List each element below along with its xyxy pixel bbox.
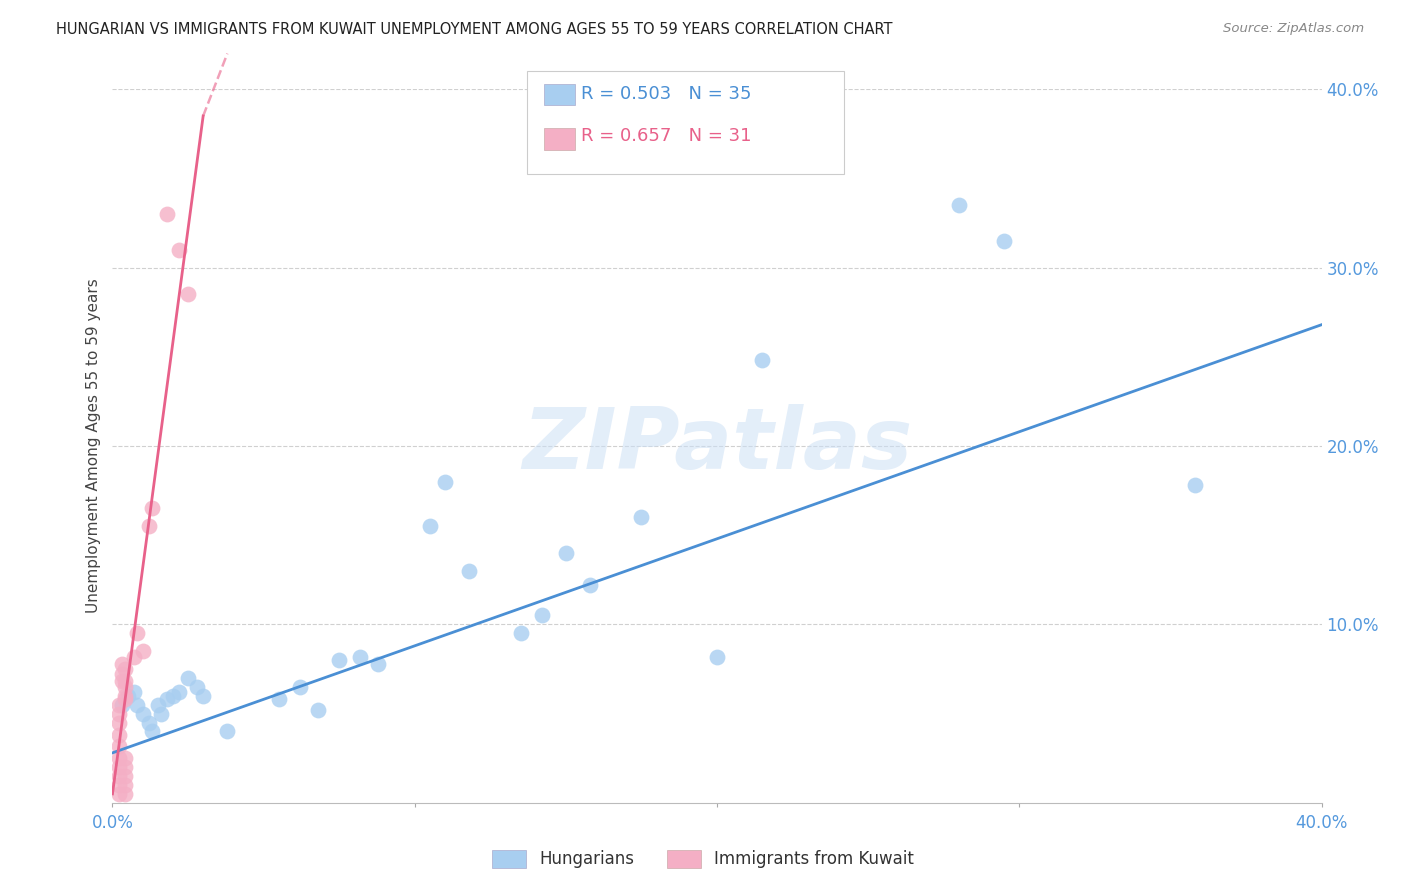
Point — [167, 685, 190, 699]
Point — [114, 689, 136, 703]
Point — [509, 626, 531, 640]
Point — [149, 706, 172, 721]
Point — [458, 564, 481, 578]
Point — [191, 689, 214, 703]
Point — [177, 671, 200, 685]
Point — [167, 243, 190, 257]
Point — [114, 760, 136, 774]
Point — [114, 662, 136, 676]
Text: R = 0.657   N = 31: R = 0.657 N = 31 — [581, 128, 751, 145]
Point — [122, 685, 145, 699]
Point — [751, 353, 773, 368]
Point — [530, 608, 553, 623]
Point — [132, 644, 155, 658]
Point — [110, 674, 132, 689]
Point — [107, 760, 129, 774]
Point — [107, 715, 129, 730]
Point — [110, 698, 132, 712]
Point — [114, 692, 136, 706]
Point — [138, 715, 160, 730]
Point — [125, 626, 148, 640]
Text: Source: ZipAtlas.com: Source: ZipAtlas.com — [1223, 22, 1364, 36]
Point — [107, 698, 129, 712]
Point — [117, 689, 139, 703]
Point — [107, 778, 129, 792]
Point — [706, 649, 728, 664]
Point — [107, 787, 129, 801]
Point — [307, 703, 329, 717]
Point — [217, 724, 239, 739]
Point — [141, 724, 163, 739]
Point — [349, 649, 371, 664]
Point — [107, 728, 129, 742]
Point — [114, 674, 136, 689]
Point — [107, 751, 129, 765]
Point — [132, 706, 155, 721]
Y-axis label: Unemployment Among Ages 55 to 59 years: Unemployment Among Ages 55 to 59 years — [86, 278, 101, 614]
Point — [107, 706, 129, 721]
Legend: Hungarians, Immigrants from Kuwait: Hungarians, Immigrants from Kuwait — [484, 841, 922, 877]
Point — [107, 769, 129, 783]
Point — [114, 787, 136, 801]
Point — [367, 657, 389, 671]
Point — [110, 667, 132, 681]
Point — [156, 692, 179, 706]
Point — [156, 207, 179, 221]
Point — [114, 778, 136, 792]
Point — [288, 680, 311, 694]
Point — [107, 739, 129, 753]
Point — [110, 657, 132, 671]
Point — [114, 751, 136, 765]
Point — [114, 769, 136, 783]
Point — [630, 510, 652, 524]
Point — [141, 501, 163, 516]
Point — [554, 546, 576, 560]
Point — [114, 680, 136, 694]
Point — [138, 519, 160, 533]
Text: HUNGARIAN VS IMMIGRANTS FROM KUWAIT UNEMPLOYMENT AMONG AGES 55 TO 59 YEARS CORRE: HUNGARIAN VS IMMIGRANTS FROM KUWAIT UNEM… — [56, 22, 893, 37]
Point — [146, 698, 169, 712]
Point — [162, 689, 184, 703]
Point — [419, 519, 441, 533]
Point — [579, 578, 602, 592]
Point — [125, 698, 148, 712]
Point — [267, 692, 290, 706]
Text: ZIPatlas: ZIPatlas — [522, 404, 912, 488]
Text: R = 0.503   N = 35: R = 0.503 N = 35 — [581, 85, 751, 103]
Point — [433, 475, 456, 489]
Point — [948, 198, 970, 212]
Point — [177, 287, 200, 301]
Point — [186, 680, 208, 694]
Point — [122, 649, 145, 664]
Point — [993, 234, 1015, 248]
Point — [1184, 478, 1206, 492]
Point — [328, 653, 350, 667]
